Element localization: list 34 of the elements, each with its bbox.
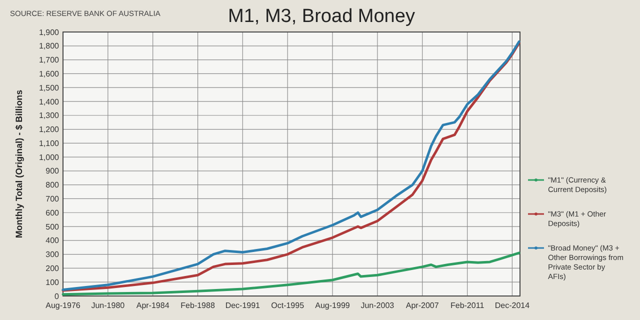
y-tick-label: 300 — [46, 250, 60, 260]
x-tick-label: Dec-1991 — [225, 301, 261, 310]
y-tick-label: 1,900 — [38, 28, 60, 37]
y-tick-label: 500 — [46, 222, 60, 232]
x-tick-label: Dec-2014 — [494, 301, 530, 310]
y-tick-label: 700 — [46, 194, 60, 204]
x-tick-label: Feb-1988 — [180, 301, 216, 310]
chart-title: M1, M3, Broad Money — [228, 6, 416, 27]
y-tick-label: 1,800 — [38, 42, 60, 51]
y-tick-label: 1,300 — [38, 111, 60, 120]
x-tick-label: Feb-2011 — [450, 301, 485, 310]
y-tick-label: 800 — [46, 180, 60, 190]
y-tick-label: 1,200 — [38, 125, 60, 134]
y-tick-label: 1,400 — [38, 97, 60, 106]
y-tick-label: 1,600 — [38, 69, 60, 78]
y-tick-label: 1,000 — [38, 152, 60, 162]
y-axis-title: Monthly Total (Original) - $ Billions — [14, 90, 24, 238]
y-tick-label: 100 — [46, 278, 60, 287]
x-tick-label: Jun-2003 — [360, 301, 395, 310]
x-tick-label: Aug-1976 — [46, 301, 81, 310]
y-tick-label: 1,700 — [38, 56, 60, 65]
y-tick-label: 600 — [46, 208, 60, 218]
y-tick-label: 900 — [46, 166, 60, 176]
line-series — [62, 252, 520, 296]
y-tick-label: 1,100 — [38, 138, 60, 148]
x-tick-label: Jun-1980 — [91, 301, 126, 310]
y-tick-label: 200 — [46, 264, 60, 274]
y-tick-label: 1,500 — [38, 83, 60, 92]
x-tick-label: Apr-1984 — [136, 301, 170, 310]
x-tick-label: Oct-1995 — [271, 301, 305, 310]
x-tick-label: Apr-2007 — [406, 301, 440, 310]
y-tick-label: 0 — [54, 292, 60, 301]
y-tick-label: 400 — [46, 236, 60, 246]
x-tick-label: Aug-1999 — [315, 301, 350, 310]
